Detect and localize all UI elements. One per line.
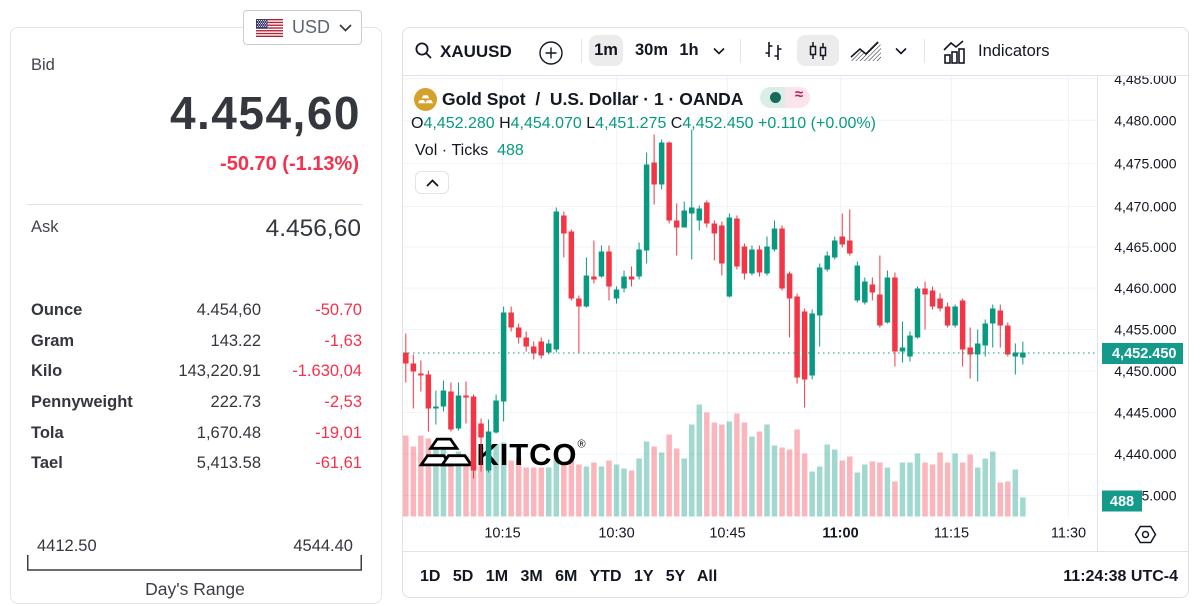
svg-text:4,480.000: 4,480.000 — [1114, 112, 1176, 128]
svg-text:4,465.000: 4,465.000 — [1114, 238, 1176, 254]
svg-text:4,440.000: 4,440.000 — [1114, 446, 1176, 462]
svg-text:11:00: 11:00 — [822, 525, 858, 541]
svg-text:10:15: 10:15 — [484, 525, 520, 541]
svg-text:4,455.000: 4,455.000 — [1114, 321, 1176, 337]
svg-text:4,452.450: 4,452.450 — [1112, 346, 1177, 362]
svg-text:488: 488 — [1110, 494, 1134, 510]
svg-text:11:15: 11:15 — [934, 525, 969, 541]
svg-text:4,485.000: 4,485.000 — [1114, 76, 1176, 87]
svg-text:®: ® — [578, 438, 586, 450]
svg-text:10:30: 10:30 — [598, 525, 634, 541]
svg-text:KITCO: KITCO — [477, 437, 578, 472]
svg-text:4,475.000: 4,475.000 — [1114, 155, 1176, 171]
svg-text:4,445.000: 4,445.000 — [1114, 404, 1176, 420]
svg-text:4,460.000: 4,460.000 — [1114, 280, 1176, 296]
svg-text:11:30: 11:30 — [1051, 525, 1086, 541]
svg-text:4,470.000: 4,470.000 — [1114, 198, 1176, 214]
svg-text:10:45: 10:45 — [709, 525, 745, 541]
svg-text:4,450.000: 4,450.000 — [1114, 363, 1176, 379]
